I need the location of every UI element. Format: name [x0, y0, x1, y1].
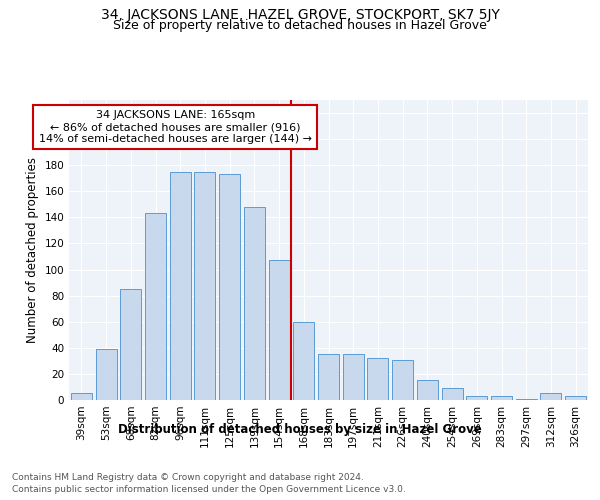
- Bar: [541, 394, 562, 400]
- Bar: [170, 172, 191, 400]
- Bar: [565, 396, 586, 400]
- Bar: [95, 349, 116, 400]
- Bar: [367, 358, 388, 400]
- Text: Distribution of detached houses by size in Hazel Grove: Distribution of detached houses by size …: [118, 422, 482, 436]
- Bar: [392, 360, 413, 400]
- Bar: [343, 354, 364, 400]
- Bar: [219, 174, 240, 400]
- Bar: [466, 396, 487, 400]
- Bar: [293, 322, 314, 400]
- Bar: [145, 214, 166, 400]
- Text: Size of property relative to detached houses in Hazel Grove: Size of property relative to detached ho…: [113, 18, 487, 32]
- Y-axis label: Number of detached properties: Number of detached properties: [26, 157, 39, 343]
- Bar: [491, 396, 512, 400]
- Text: Contains public sector information licensed under the Open Government Licence v3: Contains public sector information licen…: [12, 485, 406, 494]
- Bar: [269, 260, 290, 400]
- Bar: [71, 394, 92, 400]
- Bar: [442, 388, 463, 400]
- Text: 34 JACKSONS LANE: 165sqm
← 86% of detached houses are smaller (916)
14% of semi-: 34 JACKSONS LANE: 165sqm ← 86% of detach…: [39, 110, 312, 144]
- Bar: [318, 354, 339, 400]
- Bar: [417, 380, 438, 400]
- Bar: [244, 207, 265, 400]
- Text: 34, JACKSONS LANE, HAZEL GROVE, STOCKPORT, SK7 5JY: 34, JACKSONS LANE, HAZEL GROVE, STOCKPOR…: [101, 8, 499, 22]
- Bar: [194, 172, 215, 400]
- Bar: [120, 289, 141, 400]
- Text: Contains HM Land Registry data © Crown copyright and database right 2024.: Contains HM Land Registry data © Crown c…: [12, 472, 364, 482]
- Bar: [516, 398, 537, 400]
